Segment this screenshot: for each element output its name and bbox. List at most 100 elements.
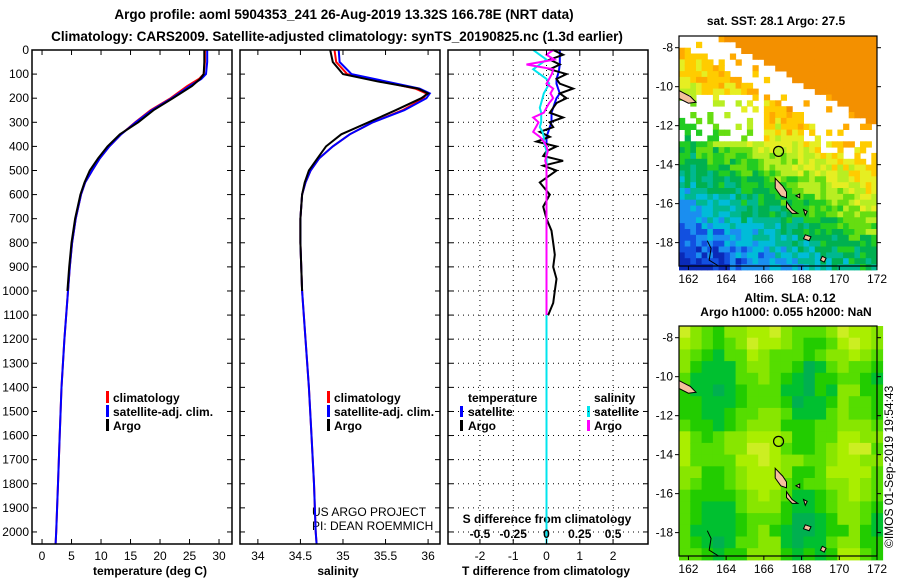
lon-tick-label: 172 xyxy=(867,272,887,286)
map-cell xyxy=(690,176,697,183)
map-cell xyxy=(809,252,816,259)
map-cell xyxy=(718,36,725,43)
map-cell xyxy=(735,240,742,247)
map-cell xyxy=(746,246,754,253)
map-cell xyxy=(701,384,714,397)
map-cell xyxy=(763,147,771,154)
map-cell xyxy=(860,59,867,66)
map-cell xyxy=(684,158,691,166)
map-cell xyxy=(701,337,714,350)
map-cell xyxy=(854,47,861,54)
map-cell xyxy=(712,513,725,526)
map-cell xyxy=(826,47,833,54)
map-cell xyxy=(860,454,872,467)
map-cell xyxy=(837,252,844,259)
map-cell xyxy=(769,246,776,253)
map-cell xyxy=(809,164,816,171)
map-cell xyxy=(837,223,844,230)
map-cell xyxy=(860,384,872,397)
map-cell xyxy=(679,337,691,350)
map-cell xyxy=(814,489,827,502)
map-cell xyxy=(854,252,861,259)
map-cell xyxy=(690,141,697,148)
map-cell xyxy=(752,223,759,230)
map-cell xyxy=(831,258,838,265)
lat-tick-label: -10 xyxy=(656,370,674,384)
map-cell xyxy=(814,188,821,195)
map-cell xyxy=(707,182,714,189)
map-cell xyxy=(758,384,770,397)
map-cell xyxy=(741,240,748,247)
island-shape xyxy=(774,177,787,199)
map-cell xyxy=(746,82,754,90)
map-cell xyxy=(746,264,754,271)
map-cell xyxy=(690,361,703,374)
map-cell xyxy=(746,193,754,201)
map-cell xyxy=(786,164,793,171)
map-cell xyxy=(871,106,878,113)
map-cell xyxy=(746,229,754,236)
map-cell xyxy=(843,59,850,66)
map-cell xyxy=(831,47,838,54)
map-cell xyxy=(860,229,867,236)
map-cell xyxy=(792,135,799,142)
map-cell xyxy=(752,147,759,154)
map-cell xyxy=(780,326,793,339)
map-cell xyxy=(865,176,872,183)
map-cell xyxy=(724,419,737,432)
map-cell xyxy=(712,234,720,242)
map-cell xyxy=(718,211,725,218)
map-cell xyxy=(758,513,770,526)
map-cell xyxy=(837,129,844,136)
map-cell xyxy=(729,82,737,90)
map-cell xyxy=(871,100,878,107)
map-cell xyxy=(741,88,748,95)
map-cell xyxy=(679,229,686,236)
map-cell xyxy=(837,199,844,206)
map-cell xyxy=(712,258,720,265)
map-cell xyxy=(712,211,720,218)
map-cell xyxy=(809,41,816,49)
map-cell xyxy=(797,129,804,136)
map-cell xyxy=(712,82,720,90)
legend-swatch-s-argo xyxy=(587,420,590,431)
map-cell xyxy=(684,223,691,230)
map-cell xyxy=(775,193,782,201)
map-cell xyxy=(684,188,691,195)
island-shape xyxy=(819,545,827,553)
map-cell xyxy=(820,205,827,212)
map-cell xyxy=(696,82,703,90)
map-cell xyxy=(724,258,731,265)
map-cell xyxy=(758,337,770,350)
map-cell xyxy=(769,229,776,236)
map-cell xyxy=(763,164,771,171)
map-cell xyxy=(797,141,804,148)
map-cell xyxy=(780,258,787,265)
map-cell xyxy=(797,152,804,160)
legend-label: satellite xyxy=(468,405,513,419)
map-cell xyxy=(724,548,737,561)
map-cell xyxy=(724,326,737,339)
map-cell xyxy=(786,252,793,259)
map-cell xyxy=(814,88,821,95)
map-cell xyxy=(792,489,804,502)
map-cell xyxy=(797,170,804,177)
map-cell xyxy=(707,71,714,78)
map-cell xyxy=(724,396,737,409)
map-cell xyxy=(780,264,787,271)
map-cell xyxy=(712,548,725,561)
depth-tick-label: 1000 xyxy=(2,284,29,298)
map-cell xyxy=(803,76,810,84)
map-cell xyxy=(803,59,810,66)
map-cell xyxy=(684,135,691,142)
map-cell xyxy=(735,158,742,166)
map-cell xyxy=(724,217,731,224)
map-cell xyxy=(826,548,838,561)
map-cell xyxy=(769,112,776,119)
map-cell xyxy=(826,71,833,78)
map-cell xyxy=(786,41,793,49)
map-cell xyxy=(814,41,821,49)
map-cell xyxy=(814,454,827,467)
map-cell xyxy=(826,141,833,148)
map-cell xyxy=(701,264,708,271)
